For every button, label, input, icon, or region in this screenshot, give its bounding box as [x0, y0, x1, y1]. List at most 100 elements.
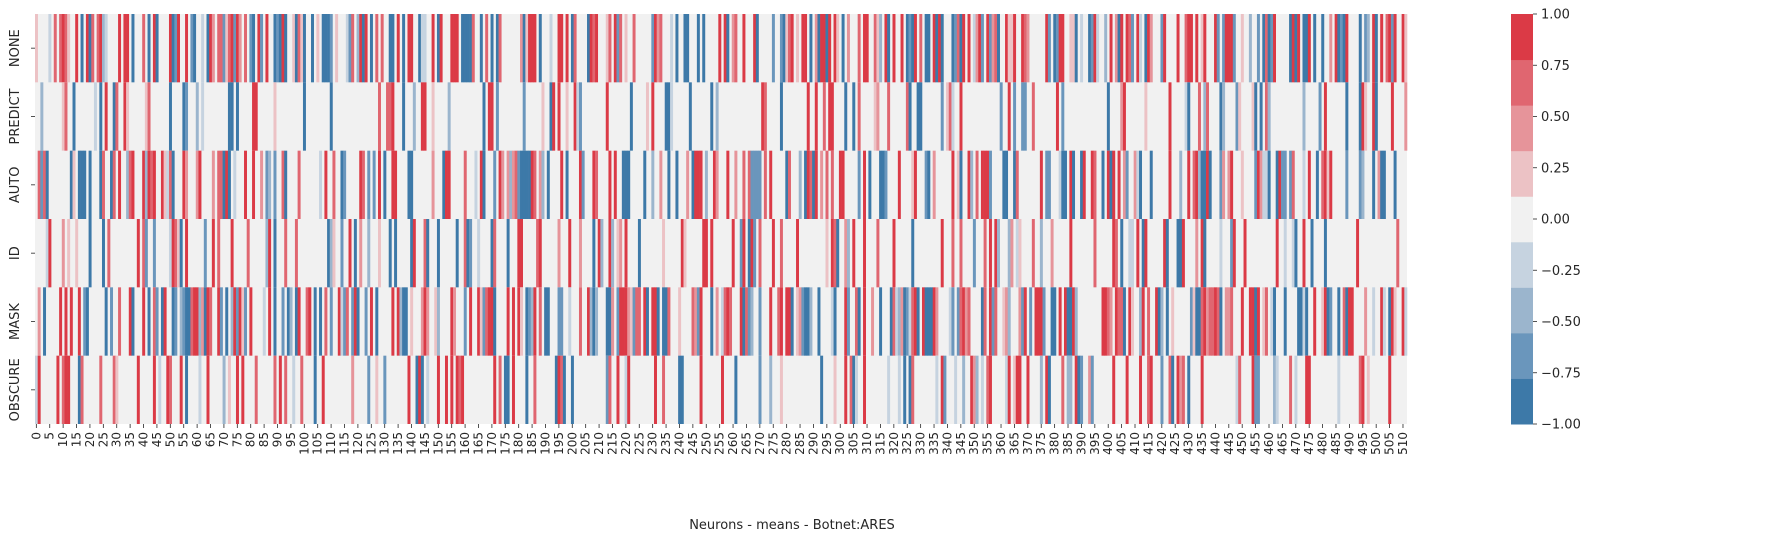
- heatmap-cell: [40, 150, 44, 219]
- heatmap-cell: [1283, 150, 1287, 219]
- heatmap-cell: [959, 150, 963, 219]
- x-tick-label: 35: [123, 432, 137, 447]
- heatmap-cell: [252, 150, 256, 219]
- heatmap-cell: [273, 355, 277, 424]
- heatmap-cell: [675, 14, 679, 83]
- heatmap-cell: [911, 150, 915, 219]
- heatmap-cell: [895, 287, 899, 356]
- heatmap-cell: [450, 355, 454, 424]
- heatmap-cell: [490, 287, 494, 356]
- heatmap-cell: [61, 82, 65, 151]
- heatmap-cell: [83, 150, 87, 219]
- heatmap-cell: [37, 355, 41, 424]
- heatmap-cell: [128, 287, 132, 356]
- heatmap-cell: [804, 287, 808, 356]
- heatmap-cell: [396, 287, 400, 356]
- heatmap-cell: [541, 150, 545, 219]
- heatmap-cell: [533, 150, 537, 219]
- heatmap-cell: [101, 150, 105, 219]
- heatmap-cell: [796, 14, 800, 83]
- heatmap-cell: [123, 14, 127, 83]
- heatmap-cell: [209, 14, 213, 83]
- heatmap-cell: [699, 287, 703, 356]
- heatmap-cell: [69, 150, 73, 219]
- heatmap-cell: [1055, 82, 1059, 151]
- heatmap-cell: [1061, 355, 1065, 424]
- heatmap-cell: [841, 14, 845, 83]
- heatmap-cell: [485, 287, 489, 356]
- heatmap-cell: [911, 355, 915, 424]
- heatmap-cell: [1021, 14, 1025, 83]
- heatmap-cell: [67, 219, 71, 288]
- heatmap-cell: [1069, 355, 1073, 424]
- heatmap-cell: [144, 150, 148, 219]
- x-tick-label: 240: [672, 432, 686, 455]
- heatmap-cell: [99, 14, 103, 83]
- heatmap-cell: [493, 219, 497, 288]
- heatmap-cell: [410, 14, 414, 83]
- heatmap-cell: [975, 150, 979, 219]
- heatmap-cell: [578, 287, 582, 356]
- heatmap-cell: [1326, 150, 1330, 219]
- heatmap-cell: [528, 287, 532, 356]
- heatmap-cell: [978, 14, 982, 83]
- heatmap-cell: [509, 150, 513, 219]
- heatmap-cell: [1015, 150, 1019, 219]
- heatmap-cell: [466, 14, 470, 83]
- heatmap-cell: [852, 219, 856, 288]
- heatmap-cell: [257, 14, 261, 83]
- heatmap-cell: [1404, 287, 1408, 356]
- heatmap-cell: [796, 219, 800, 288]
- heatmap-cell: [761, 82, 765, 151]
- heatmap-cell: [913, 14, 917, 83]
- heatmap-cell: [619, 219, 623, 288]
- heatmap-cell: [1372, 14, 1376, 83]
- heatmap-cell: [951, 14, 955, 83]
- heatmap-cell: [935, 287, 939, 356]
- heatmap-cell: [560, 14, 564, 83]
- colorbar-tick-labels: 1.00 0.75 0.50 0.25 0.00 −0.25 −0.50 −0.75 −1.00: [1533, 8, 1581, 433]
- heatmap-cell: [343, 287, 347, 356]
- heatmap-cell: [560, 355, 564, 424]
- x-tick-label: 90: [271, 432, 285, 447]
- heatmap-cell: [806, 82, 810, 151]
- heatmap-cell: [691, 150, 695, 219]
- heatmap-cell: [755, 14, 759, 83]
- heatmap-cell: [844, 219, 848, 288]
- heatmap-cell: [833, 355, 837, 424]
- heatmap-cell: [1195, 14, 1199, 83]
- heatmap-cell: [1144, 14, 1148, 83]
- heatmap-cell: [1243, 219, 1247, 288]
- heatmap-cell: [1380, 150, 1384, 219]
- heatmap-cell: [1340, 14, 1343, 83]
- heatmap-cell: [1267, 82, 1271, 151]
- heatmap-cell: [932, 14, 936, 83]
- x-tick-label: 15: [70, 432, 84, 447]
- heatmap-cell: [544, 287, 548, 356]
- heatmap-cell: [814, 150, 818, 219]
- heatmap-cell: [520, 287, 523, 356]
- heatmap-cell: [1208, 287, 1212, 356]
- heatmap-cell: [613, 150, 617, 219]
- heatmap-cell: [954, 355, 958, 424]
- heatmap-cell: [1227, 14, 1231, 83]
- heatmap-cell: [423, 287, 427, 356]
- heatmap-cell: [48, 219, 52, 288]
- heatmap-cell: [147, 287, 151, 356]
- heatmap-cell: [517, 287, 521, 356]
- heatmap-cell: [1211, 287, 1215, 356]
- heatmap-cell: [75, 14, 79, 83]
- heatmap-cell: [431, 82, 435, 151]
- heatmap-cell: [887, 82, 891, 151]
- heatmap-cell: [608, 150, 612, 219]
- heatmap-cell: [1206, 82, 1209, 151]
- heatmap-cell: [1125, 355, 1129, 424]
- heatmap-cell: [1345, 82, 1349, 151]
- heatmap-cell: [461, 355, 465, 424]
- x-tick-label: 145: [418, 432, 432, 455]
- heatmap-cell: [710, 219, 714, 288]
- heatmap-cell: [785, 287, 789, 356]
- heatmap-cell: [332, 150, 336, 219]
- heatmap-cell: [64, 287, 68, 356]
- heatmap-cell: [1358, 150, 1362, 219]
